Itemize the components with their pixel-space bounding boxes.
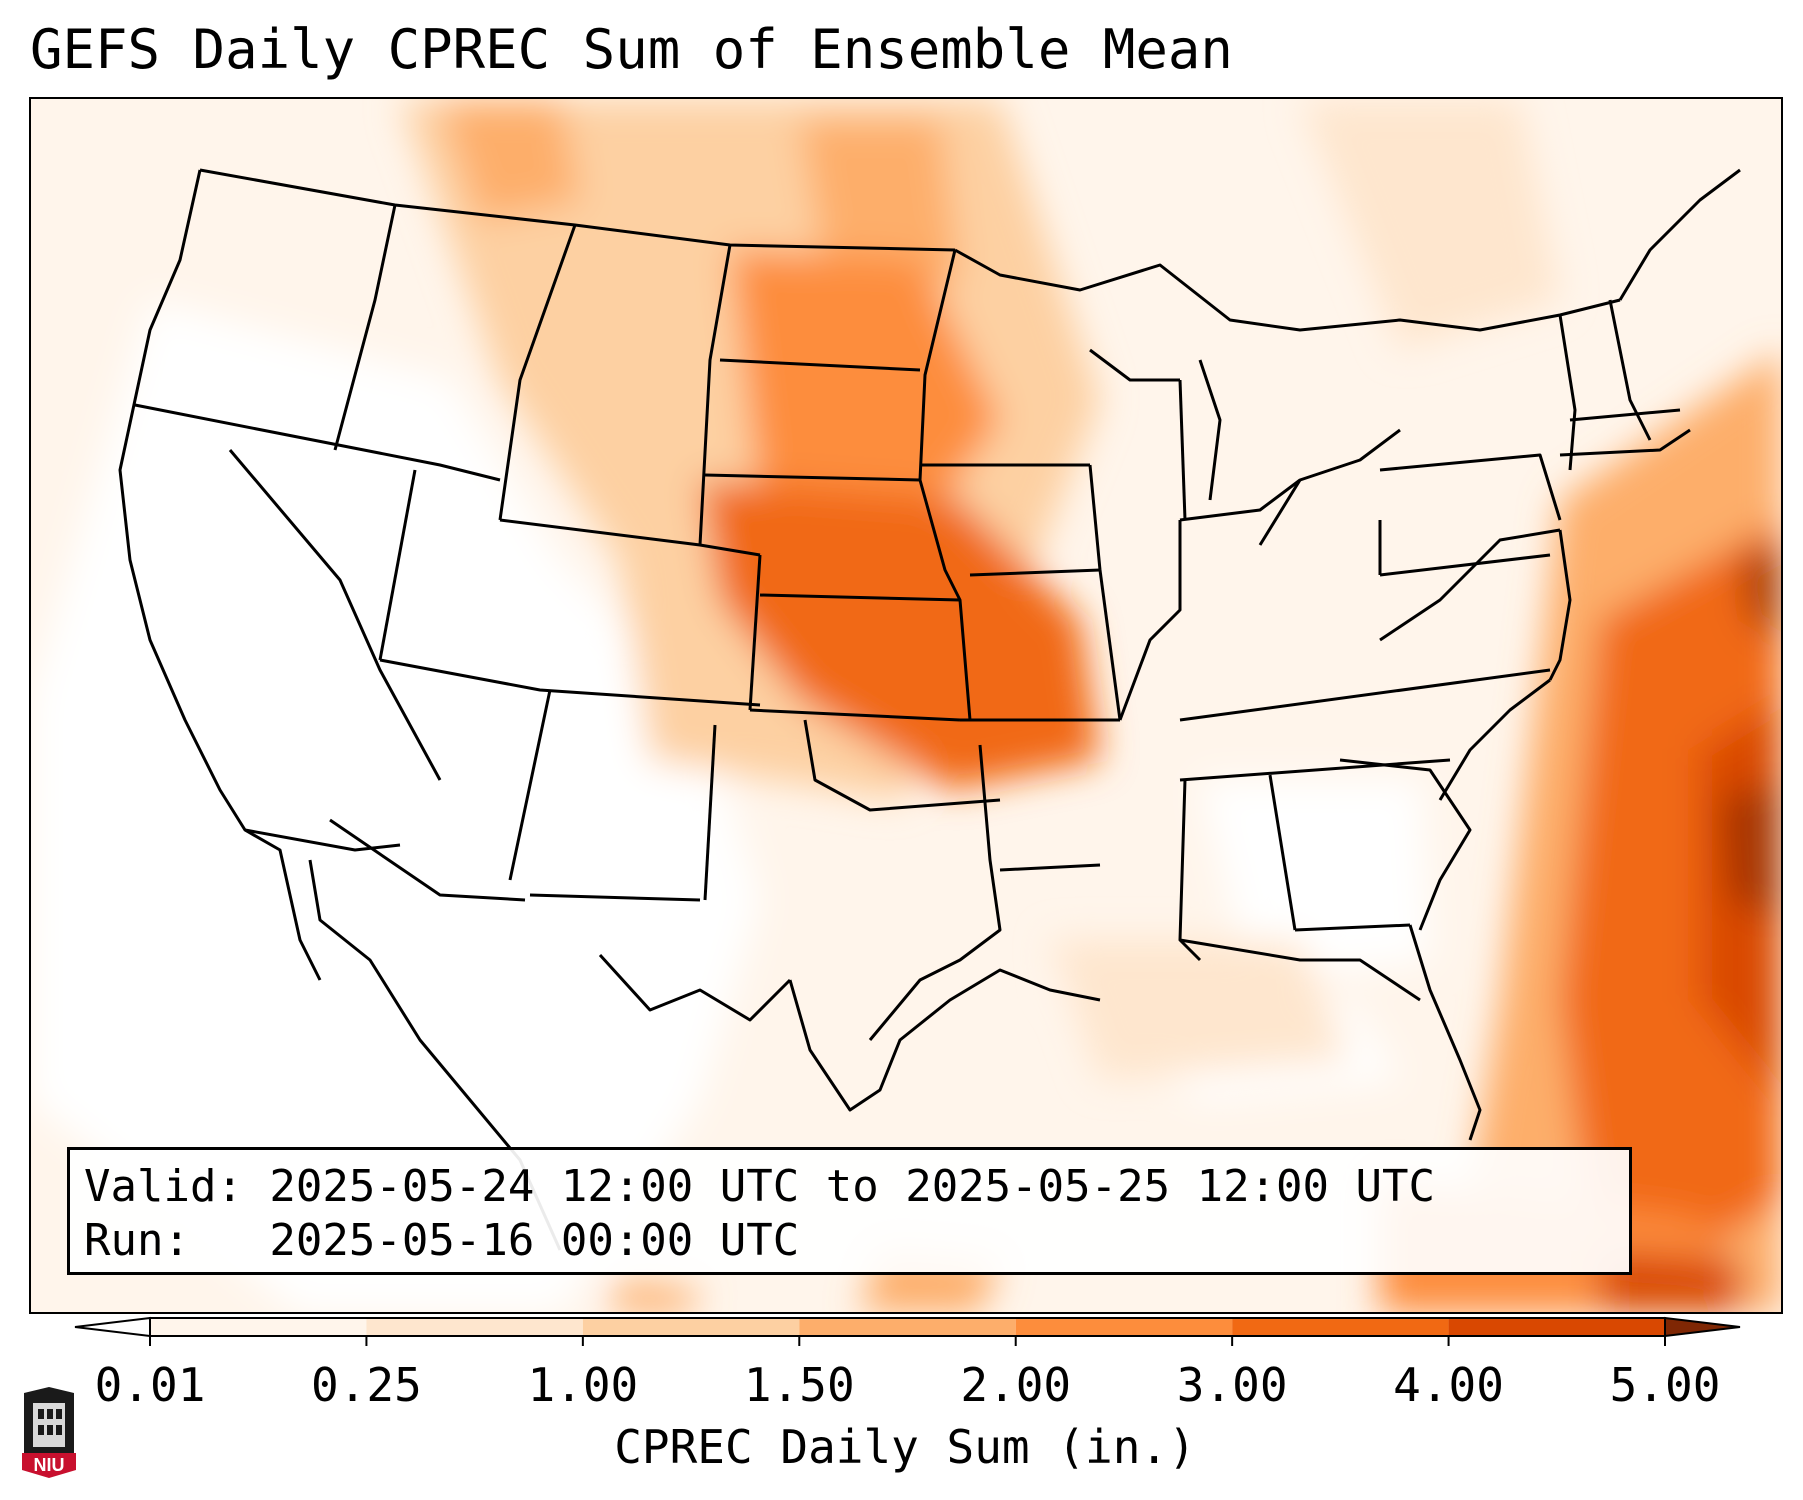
colorbar-tick-label: 2.00 <box>960 1358 1072 1412</box>
valid-time-text: Valid: 2025-05-24 12:00 UTC to 2025-05-2… <box>84 1161 1436 1212</box>
colorbar-tick-label: 4.00 <box>1393 1358 1504 1412</box>
colorbar-tick-label: 1.50 <box>743 1358 855 1412</box>
university-tower-icon <box>22 1387 76 1478</box>
valid-run-info-box: Valid: 2025-05-24 12:00 UTC to 2025-05-2… <box>67 1147 1632 1275</box>
logo-text: NIU <box>33 1455 65 1475</box>
colorbar-tick-label: 5.00 <box>1609 1358 1721 1412</box>
colorbar-tick-label: 1.00 <box>527 1358 639 1412</box>
colorbar-tick-label: 0.25 <box>311 1358 422 1412</box>
colorbar-tick-label: 0.01 <box>94 1358 206 1412</box>
run-time-text: Run: 2025-05-16 00:00 UTC <box>84 1215 800 1266</box>
colorbar-tick-label: 3.00 <box>1176 1358 1288 1412</box>
colorbar-label: CPREC Daily Sum (in.) <box>614 1420 1196 1474</box>
page-title: GEFS Daily CPREC Sum of Ensemble Mean <box>30 18 1233 81</box>
map-frame <box>29 97 1783 1314</box>
precip-field <box>30 100 1782 1313</box>
